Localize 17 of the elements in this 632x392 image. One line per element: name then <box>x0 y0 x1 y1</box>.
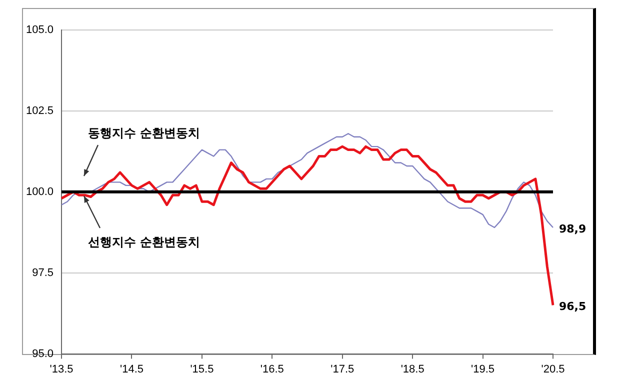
x-tick-label: '16.5 <box>260 363 284 376</box>
y-tick-label: 97.5 <box>32 266 54 279</box>
x-tick-label: '15.5 <box>190 363 214 376</box>
x-tick-label: '18.5 <box>400 363 424 376</box>
x-tick-label: '13.5 <box>50 363 74 376</box>
x-tick-label: '17.5 <box>330 363 354 376</box>
data-label: 96,5 <box>559 300 586 314</box>
y-tick-label: 95.0 <box>32 348 54 360</box>
data-label: 98,9 <box>559 222 586 236</box>
annotation: 선행지수 순환변동치 <box>88 234 200 251</box>
x-tick-label: '19.5 <box>471 363 495 376</box>
x-tick-label: '14.5 <box>120 363 144 376</box>
x-tick-label: '20.5 <box>541 363 565 376</box>
annotation: 동행지수 순환변동치 <box>88 125 200 142</box>
y-tick-label: 102.5 <box>26 104 54 117</box>
y-tick-label: 100.0 <box>26 186 54 198</box>
y-tick-label: 105.0 <box>26 24 54 36</box>
